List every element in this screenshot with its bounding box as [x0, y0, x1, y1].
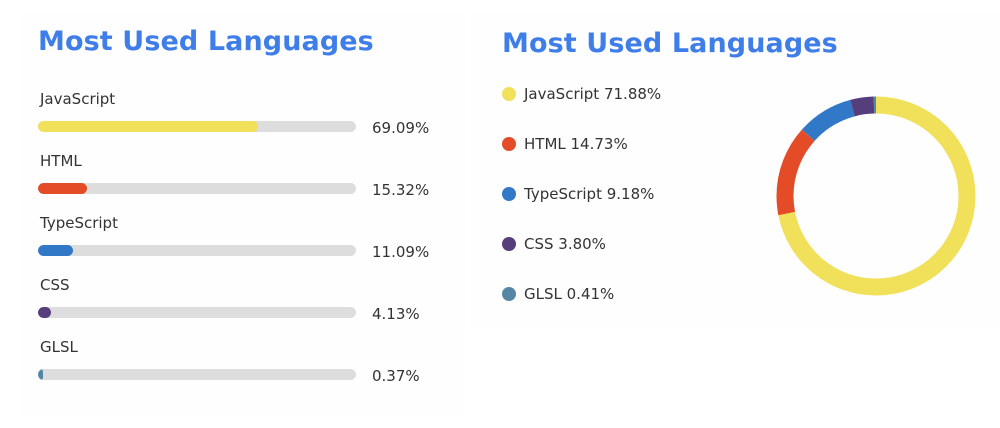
percentage-label: 11.09%: [372, 243, 430, 261]
language-label: TypeScript: [40, 214, 118, 232]
legend-label: JavaScript 71.88%: [524, 85, 662, 103]
legend-swatch: [502, 287, 516, 301]
donut-slice-html: [776, 96, 976, 296]
bar-track: [38, 245, 356, 256]
language-row-glsl: GLSL 0.37%: [38, 338, 458, 398]
bar-chart-card: Most Used Languages JavaScript 69.09% HTML…: [20, 12, 465, 417]
legend-swatch: [502, 137, 516, 151]
donut-chart-card: Most Used Languages JavaScript 71.88% HTM…: [470, 12, 1000, 327]
legend-swatch: [502, 237, 516, 251]
legend-label: TypeScript 9.18%: [524, 185, 655, 203]
bar-track: [38, 121, 356, 132]
legend-label: CSS 3.80%: [524, 235, 606, 253]
legend-swatch: [502, 187, 516, 201]
bar-typescript: [38, 245, 74, 256]
donut-chart-title: Most Used Languages: [502, 28, 838, 59]
bar-chart-title: Most Used Languages: [38, 26, 374, 57]
bar-track: [38, 369, 356, 380]
percentage-label: 15.32%: [372, 181, 430, 199]
language-row-typescript: TypeScript 11.09%: [38, 214, 458, 274]
percentage-label: 69.09%: [372, 119, 430, 137]
legend-swatch: [502, 87, 516, 101]
language-row-css: CSS 4.13%: [38, 276, 458, 336]
legend-label: GLSL 0.41%: [524, 285, 615, 303]
bar-html: [38, 183, 87, 194]
language-label: CSS: [40, 276, 70, 294]
donut-chart: [776, 96, 976, 296]
bar-javascript: [38, 121, 258, 132]
language-label: JavaScript: [40, 90, 116, 108]
bar-track: [38, 307, 356, 318]
language-label: HTML: [40, 152, 82, 170]
donut-slice-glsl: [776, 96, 976, 296]
bar-css: [38, 307, 52, 318]
language-label: GLSL: [40, 338, 78, 356]
language-row-html: HTML 15.32%: [38, 152, 458, 212]
bar-track: [38, 183, 356, 194]
percentage-label: 0.37%: [372, 367, 420, 385]
bar-glsl: [38, 369, 43, 380]
language-row-javascript: JavaScript 69.09%: [38, 90, 458, 150]
legend-label: HTML 14.73%: [524, 135, 628, 153]
percentage-label: 4.13%: [372, 305, 420, 323]
